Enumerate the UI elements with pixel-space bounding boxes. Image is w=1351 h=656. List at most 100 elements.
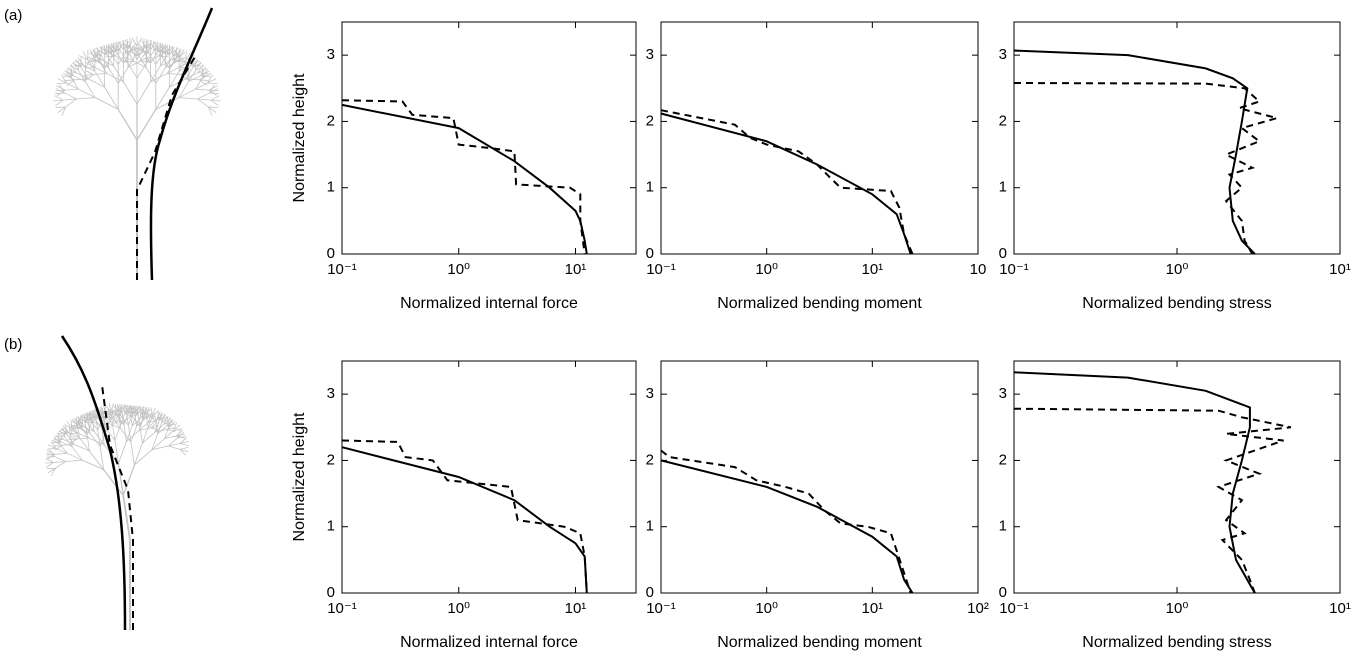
tree-branch <box>78 417 87 423</box>
tree-branch <box>155 42 162 52</box>
x-tick-label: 10¹ <box>565 600 587 617</box>
tree-branch <box>136 405 139 415</box>
tree-branch <box>134 449 153 466</box>
tree-branch <box>74 419 83 425</box>
tree-branch <box>82 459 104 471</box>
y-axis-label: Normalized height <box>291 73 308 203</box>
tree-branch <box>80 67 89 79</box>
tree-branch <box>110 403 114 412</box>
tree-branch <box>73 64 83 67</box>
tree-branch <box>169 71 180 88</box>
tree-branch <box>197 92 210 100</box>
tree-branch <box>77 56 84 66</box>
tree-branch <box>150 41 156 51</box>
dashed-path-overlay <box>101 384 134 630</box>
tree-branch <box>104 426 116 441</box>
y-tick-label: 3 <box>327 385 335 402</box>
tree-branch <box>162 56 170 69</box>
tree-branch <box>130 51 140 57</box>
data-line <box>1013 407 1292 594</box>
tree-branch <box>200 67 207 76</box>
tree-branch <box>126 413 129 426</box>
tree-branch <box>66 79 75 86</box>
tree-branch <box>185 51 192 61</box>
tree-branch <box>71 446 83 461</box>
tree-branch <box>195 77 203 90</box>
tree-branch <box>139 415 145 427</box>
tree-branch <box>136 37 143 47</box>
tree-branch <box>140 408 147 416</box>
tree-branch <box>133 47 140 57</box>
tree-branch <box>107 47 117 53</box>
tree-branch <box>99 446 105 470</box>
tree-branch <box>143 44 150 54</box>
tree-branch <box>114 42 121 51</box>
tree-branch <box>169 78 187 88</box>
tree-branch <box>116 405 123 414</box>
tree-branch <box>92 59 102 62</box>
tree-branch <box>101 46 108 55</box>
tree-branch <box>120 406 127 414</box>
tree-branch <box>64 92 77 100</box>
tree-branch <box>179 442 189 447</box>
tree-branch <box>195 82 208 90</box>
tree-branch <box>70 64 77 73</box>
panel-label: (b) <box>4 336 22 353</box>
tree-branch <box>52 441 62 443</box>
subplot: 10⁻¹ 10⁰ 10¹ 10² 0 1 2 3 Normalized bending mome… <box>646 360 989 651</box>
tree-branch <box>95 418 99 431</box>
tree-branch <box>45 458 54 463</box>
tree-branch <box>96 61 109 68</box>
subplot: 10⁻¹ 10⁰ 10¹ 10 0 1 2 3 Normalized bending momen… <box>646 21 986 312</box>
tree-branch <box>47 444 57 449</box>
tree-branch <box>113 418 122 429</box>
tree-branch <box>77 432 90 439</box>
tree-branch <box>85 413 88 422</box>
tree-branch <box>105 55 116 58</box>
subplot: 10⁻¹ 10⁰ 10¹ 0 1 2 3 Normalized bending stress <box>999 360 1351 651</box>
tree-branch <box>110 53 119 65</box>
x-tick-label: 10⁰ <box>1166 600 1189 617</box>
tree-branch <box>155 421 159 434</box>
tree-branch <box>130 426 138 443</box>
tree-branch <box>111 410 114 420</box>
tree-branch <box>123 413 129 426</box>
tree-branch <box>139 48 149 54</box>
y-tick-label: 0 <box>999 584 1007 601</box>
tree-branch <box>160 413 163 423</box>
x-axis-label: Normalized bending moment <box>717 634 922 651</box>
x-tick-label: 10¹ <box>861 261 883 278</box>
data-line <box>341 446 588 594</box>
tree-branch <box>152 409 160 417</box>
tree-branch <box>173 422 177 431</box>
tree-branch <box>115 55 128 63</box>
data-line <box>660 459 914 594</box>
tree-branch <box>147 416 155 423</box>
tree-branch <box>168 445 181 450</box>
x-tick-label: 10⁰ <box>755 261 778 278</box>
tree-branch <box>86 414 95 420</box>
tree-illustrations <box>44 36 221 630</box>
tree-branch <box>99 46 105 56</box>
tree-branch <box>136 108 157 141</box>
tree-branch <box>65 88 79 91</box>
x-tick-label: 10⁰ <box>755 600 778 617</box>
tree-branch <box>208 106 217 113</box>
subplot: 10⁻¹ 10⁰ 10¹ 0 1 2 3 Normalized internal force N… <box>291 360 637 651</box>
tree-branch <box>47 447 57 450</box>
tree-branch <box>68 438 77 441</box>
y-tick-label: 3 <box>327 46 335 63</box>
tree-branch <box>91 410 98 418</box>
tree-branch <box>97 56 105 69</box>
tree-branch <box>124 39 131 49</box>
tree-branch <box>75 422 84 427</box>
plot-frame <box>341 360 637 594</box>
tree-branch <box>133 443 143 466</box>
tree-branch <box>106 73 124 83</box>
tree-branch <box>209 88 219 94</box>
x-tick-label: 10⁰ <box>447 600 470 617</box>
tree-branch <box>173 53 180 63</box>
tree-branch <box>85 421 94 424</box>
tree-branch <box>114 440 119 464</box>
x-tick-label: 10¹ <box>1329 261 1351 278</box>
